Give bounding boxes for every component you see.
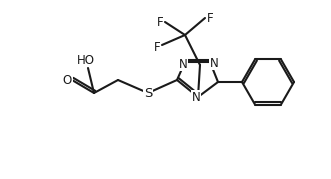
Text: HO: HO: [77, 54, 95, 67]
Text: F: F: [157, 16, 163, 28]
Text: N: N: [179, 57, 187, 71]
Text: N: N: [192, 91, 200, 103]
Text: F: F: [154, 40, 160, 54]
Text: N: N: [210, 57, 218, 69]
Text: O: O: [62, 74, 71, 86]
Text: S: S: [144, 86, 152, 100]
Text: F: F: [207, 11, 213, 25]
